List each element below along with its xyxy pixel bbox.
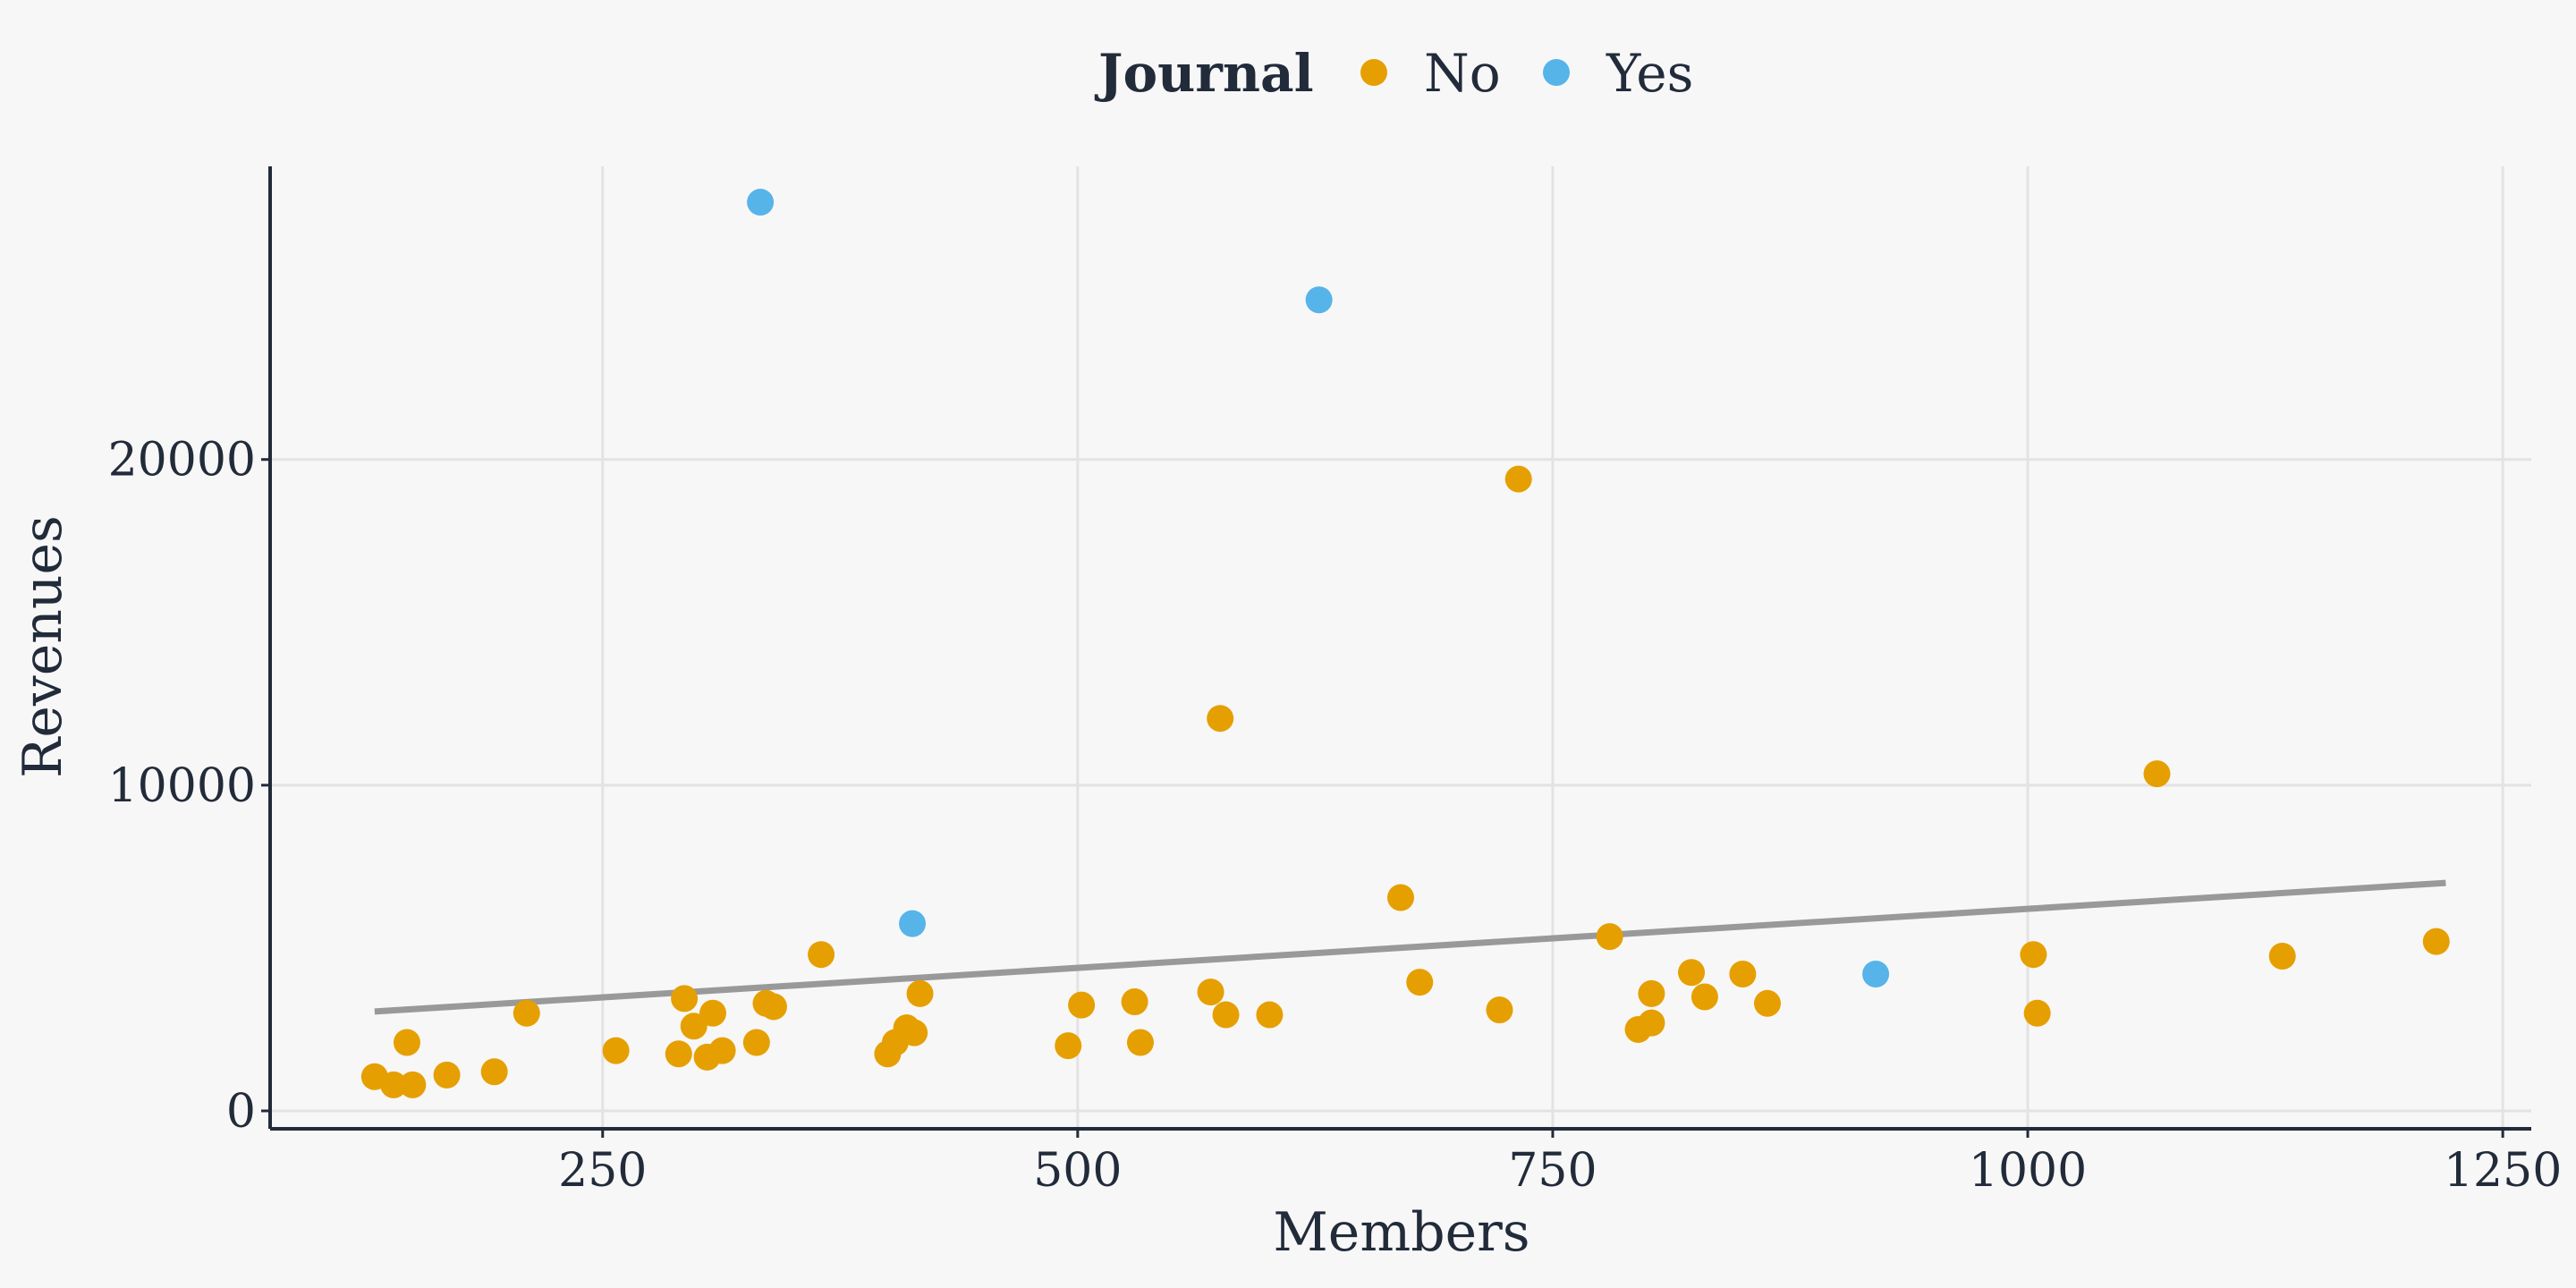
data-point-no [602,1037,630,1064]
data-point-no [1387,884,1414,911]
data-point-no [808,941,835,969]
data-point-no [1197,979,1224,1006]
tick-labels: 250 500 750 1000 1250 0 10000 20000 [108,434,2563,1198]
data-point-no [380,1071,408,1098]
data-point-no [1596,923,1623,951]
data-point-no [699,999,726,1027]
data-point-no [1406,969,1434,996]
legend: Journal No Yes [1094,43,1693,104]
data-point-no [433,1061,461,1089]
x-tick-label: 1000 [1969,1144,2087,1198]
data-point-no [480,1058,508,1086]
data-point-yes [747,189,775,216]
data-point-no [901,1019,928,1046]
x-tick-label: 750 [1508,1144,1597,1198]
data-point-no [513,999,540,1027]
data-point-no [1678,959,1706,987]
legend-marker-no [1360,59,1387,86]
trend-line [374,879,2446,1015]
data-point-yes [1862,961,1890,988]
data-point-no [665,1040,692,1068]
data-point-no [906,979,934,1007]
trend-line-group [374,879,2446,1015]
data-point-no [1690,983,1718,1011]
data-point-no [1207,705,1234,733]
data-point-no [1212,1001,1240,1029]
y-tick-label: 20000 [108,434,256,487]
data-point-no [671,985,699,1013]
x-tick-label: 1250 [2444,1144,2562,1198]
points-group [360,189,2450,1098]
data-point-no [742,1029,770,1056]
data-point-no [1055,1032,1082,1060]
data-point-no [680,1013,708,1040]
data-point-no [1638,979,1665,1007]
data-point-no [1486,996,1513,1024]
legend-marker-yes [1543,59,1570,86]
x-tick-label: 500 [1033,1144,1122,1198]
data-point-no [1754,989,1782,1017]
data-point-no [1256,1001,1284,1029]
data-point-no [1638,1009,1665,1037]
legend-label-yes: Yes [1606,43,1693,104]
data-point-no [393,1029,420,1056]
grid [270,166,2531,1129]
data-point-no [1729,961,1757,988]
data-point-no [1504,465,1532,493]
y-tick-label: 0 [226,1085,256,1139]
legend-title: Journal [1094,43,1314,104]
data-point-no [1126,1029,1154,1056]
data-point-yes [1305,286,1333,314]
data-point-no [2023,999,2051,1027]
data-point-no [399,1071,427,1098]
axes [261,166,2531,1138]
data-point-no [2143,760,2171,788]
legend-label-no: No [1424,43,1501,104]
y-axis-title: Revenues [12,515,74,778]
data-point-no [1121,987,1148,1015]
x-axis-title: Members [1273,1201,1530,1264]
data-point-yes [899,910,927,937]
data-point-no [2020,941,2047,969]
data-point-no [708,1037,736,1064]
data-point-no [759,993,787,1021]
data-point-no [2268,943,2296,970]
data-point-no [1068,991,1096,1019]
data-point-no [2422,928,2450,955]
x-tick-label: 250 [558,1144,647,1198]
y-tick-label: 10000 [108,759,256,813]
